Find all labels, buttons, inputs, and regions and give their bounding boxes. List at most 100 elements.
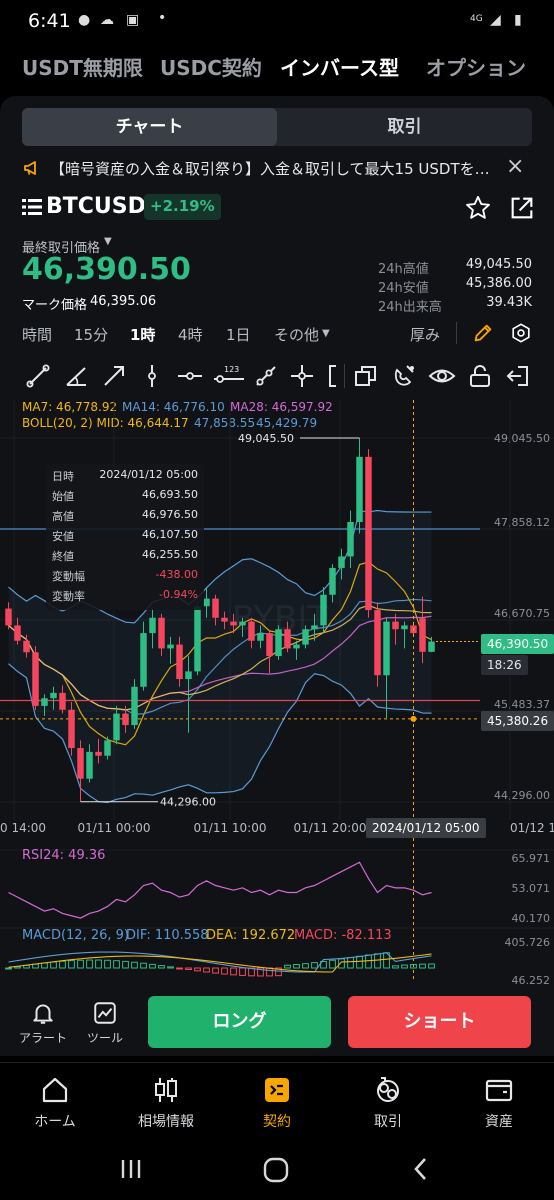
- nav-trade[interactable]: 取引: [338, 1075, 438, 1131]
- candle-body: [140, 633, 147, 687]
- candle-body: [158, 617, 165, 649]
- network-label: 4G: [470, 14, 483, 24]
- tooltip-value: 46,693.50: [142, 488, 198, 501]
- candle-body: [311, 625, 318, 630]
- nav-home-label: ホーム: [34, 1114, 76, 1130]
- macd-bar: [95, 959, 102, 969]
- candle-body: [239, 621, 246, 626]
- segment-trade[interactable]: 取引: [387, 117, 422, 137]
- segment-chart[interactable]: チャート: [22, 108, 277, 146]
- nav-assets[interactable]: 資産: [449, 1075, 549, 1131]
- tooltip-value: 46,255.50: [142, 548, 198, 561]
- announcement-text: 【暗号資産の入金＆取引祭り】入金＆取引して最大15 USDTを…: [50, 160, 490, 178]
- candle-body: [275, 629, 282, 657]
- candle-body: [257, 633, 264, 641]
- candle-body: [266, 633, 273, 657]
- candlestick-icon: [155, 1078, 177, 1102]
- candle-body: [194, 606, 201, 672]
- dif-label: DIF: 110.558: [126, 928, 209, 943]
- settings-icon[interactable]: [510, 322, 532, 344]
- tf-tick[interactable]: 時間: [22, 326, 53, 344]
- close-icon[interactable]: ×: [506, 154, 525, 179]
- candle-body: [185, 671, 192, 680]
- chart-trade-toggle: チャート 取引: [22, 108, 532, 146]
- macd-bar: [284, 964, 291, 969]
- bracket-icon[interactable]: [324, 362, 338, 390]
- magnet-icon[interactable]: [390, 362, 418, 390]
- macd-bar: [239, 967, 246, 976]
- divider: [344, 364, 345, 388]
- x-axis-label: 01/11 10:00: [194, 821, 267, 835]
- candle-body: [23, 640, 30, 653]
- boll-label: BOLL(20, 2) MID: 46,644.17: [22, 416, 189, 430]
- ma-line-7: [8, 561, 432, 746]
- tools-button[interactable]: ツール: [80, 1000, 130, 1046]
- long-button[interactable]: ロング: [148, 996, 331, 1048]
- tab-usdc-contract[interactable]: USDC契約: [160, 56, 262, 80]
- trend-line-icon[interactable]: [24, 362, 52, 390]
- ray-icon[interactable]: [252, 362, 280, 390]
- macd-bar: [320, 960, 327, 969]
- ma-line-20: [8, 604, 432, 711]
- crosshair-icon[interactable]: [288, 362, 316, 390]
- menu-icon[interactable]: [22, 199, 42, 215]
- high-marker-label: 49,045.50: [238, 432, 294, 445]
- x-axis-label: 01/11 00:00: [78, 821, 151, 835]
- copy-layers-icon[interactable]: [352, 362, 380, 390]
- macd-bar: [374, 953, 381, 969]
- eye-icon[interactable]: [428, 362, 456, 390]
- bell-icon: [33, 1004, 53, 1024]
- macd-bar: [230, 967, 237, 976]
- pencil-icon[interactable]: [472, 322, 494, 344]
- angle-line-icon[interactable]: [62, 362, 90, 390]
- tooltip-value: -0.94%: [159, 588, 198, 601]
- tf-more[interactable]: その他: [274, 326, 320, 344]
- dea-label: DEA: 192.672: [206, 928, 296, 943]
- candle-body: [347, 521, 354, 557]
- announcement-bar[interactable]: 【暗号資産の入金＆取引祭り】入金＆取引して最大15 USDTを… ×: [0, 152, 554, 184]
- back-icon[interactable]: [408, 1156, 434, 1182]
- tooltip-key: 変動率: [52, 590, 85, 603]
- candle-body: [284, 629, 291, 649]
- short-button[interactable]: ショート: [348, 996, 531, 1048]
- nav-contracts[interactable]: 契約: [227, 1075, 327, 1131]
- tf-1d[interactable]: 1日: [226, 326, 251, 344]
- symbol-name[interactable]: BTCUSD: [46, 194, 146, 219]
- vertical-line-icon[interactable]: [138, 362, 166, 390]
- tooltip-value: -438.00: [155, 568, 198, 581]
- macd-bar: [221, 967, 228, 975]
- macd-bar: [149, 963, 156, 969]
- system-navigation: [0, 1142, 554, 1200]
- y-axis-label: 45,483.37: [494, 698, 550, 711]
- macd-axis-label: 405.726: [505, 936, 551, 949]
- tab-usdt-perp[interactable]: USDT無期限: [22, 56, 143, 80]
- macd-bar: [347, 957, 354, 969]
- nav-markets[interactable]: 相場情報: [116, 1075, 216, 1131]
- tf-4h[interactable]: 4時: [178, 326, 203, 344]
- recent-apps-icon[interactable]: [118, 1156, 144, 1182]
- lock-icon[interactable]: [466, 362, 494, 390]
- tf-1h[interactable]: 1時: [130, 326, 156, 344]
- candle-body: [365, 456, 372, 611]
- candle-body: [122, 713, 129, 726]
- star-icon[interactable]: [464, 194, 492, 222]
- rsi-axis-label: 65.971: [512, 852, 551, 865]
- macd-axis-label: 46.252: [512, 974, 551, 987]
- tf-15m[interactable]: 15分: [74, 326, 109, 344]
- rsi-axis-label: 40.170: [512, 912, 551, 925]
- price-chart[interactable]: 49,045.50 47,858.12 46,670.75 45,483.37 44,2…: [0, 400, 554, 990]
- macd-bar: [419, 963, 426, 969]
- share-icon[interactable]: [508, 194, 536, 222]
- tab-inverse[interactable]: インバース型: [280, 56, 399, 80]
- horizontal-line-icon[interactable]: [176, 362, 204, 390]
- home-button-icon[interactable]: [262, 1156, 290, 1184]
- nav-home[interactable]: ホーム: [5, 1075, 105, 1131]
- arrow-line-icon[interactable]: [100, 362, 128, 390]
- exit-icon[interactable]: [504, 362, 532, 390]
- stat-high-label: 24h高値: [378, 262, 429, 277]
- chevron-down-icon[interactable]: ▼: [104, 236, 112, 247]
- alert-button[interactable]: アラート: [18, 1000, 68, 1046]
- depth-button[interactable]: 厚み: [410, 326, 441, 344]
- tab-options[interactable]: オプション: [426, 56, 526, 80]
- price-line-icon[interactable]: 123: [212, 362, 246, 390]
